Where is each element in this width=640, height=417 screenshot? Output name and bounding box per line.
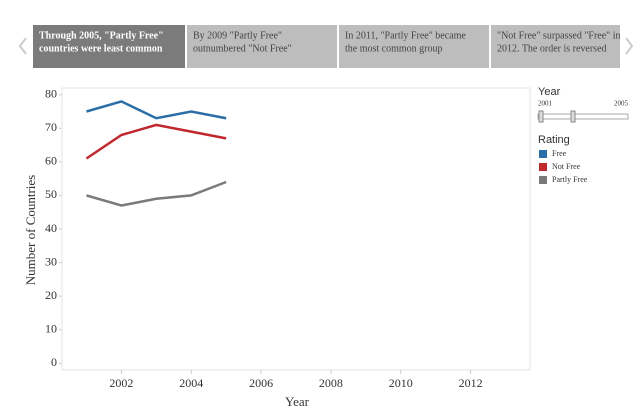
series-line — [86, 180, 227, 207]
story-tab[interactable] — [491, 25, 620, 68]
y-axis-title: Number of Countries — [23, 175, 38, 285]
y-tick-label: 60 — [45, 154, 57, 168]
y-tick-label: 70 — [45, 120, 57, 134]
story-tab[interactable] — [187, 25, 337, 68]
story-tab-text: countries were least common — [39, 43, 163, 54]
story-tab-text: By 2009 "Partly Free" — [193, 30, 282, 41]
series-line — [85, 123, 227, 160]
y-tick-label: 40 — [45, 221, 57, 235]
story-tab[interactable] — [33, 25, 185, 68]
legend-swatch — [539, 163, 547, 171]
tab-clip-cover — [620, 25, 624, 68]
filter-max: 2005 — [614, 100, 629, 108]
y-tick-label: 30 — [45, 254, 57, 268]
story-tab-text: outnumbered "Not Free" — [193, 43, 292, 54]
y-tick-label: 20 — [45, 288, 57, 302]
x-tick-label: 2006 — [249, 376, 273, 390]
series-line — [86, 100, 227, 120]
story-tab-text: 2012. The order is reversed — [497, 43, 607, 54]
x-tick-label: 2012 — [459, 376, 483, 390]
legend-label: Not Free — [552, 162, 581, 171]
filter-title: Year — [538, 86, 561, 98]
story-tab-text: the most common group — [345, 43, 443, 54]
legend-swatch — [539, 150, 547, 158]
legend-swatch — [539, 176, 547, 184]
x-axis-title: Year — [285, 394, 310, 409]
slider-track[interactable] — [537, 113, 629, 120]
legend-label: Partly Free — [552, 175, 588, 184]
filter-min: 2001 — [538, 100, 553, 108]
y-tick-label: 50 — [45, 187, 57, 201]
story-tab-text: In 2011, "Partly Free" became — [345, 30, 466, 41]
story-tab-text: Through 2005, "Partly Free" — [39, 30, 164, 41]
legend-title: Rating — [538, 134, 570, 146]
x-tick-label: 2004 — [179, 376, 203, 390]
story-tab-text: "Not Free" surpassed "Free" in — [497, 30, 621, 41]
prev-arrow[interactable] — [18, 37, 27, 55]
y-tick-label: 10 — [45, 321, 57, 335]
y-tick-label: 80 — [45, 86, 57, 100]
x-tick-label: 2008 — [319, 376, 343, 390]
story-tab[interactable] — [339, 25, 489, 68]
x-tick-label: 2002 — [109, 376, 133, 390]
legend-label: Free — [552, 149, 567, 158]
plot-frame — [61, 87, 531, 371]
x-tick-label: 2010 — [389, 376, 413, 390]
next-arrow[interactable] — [625, 37, 634, 55]
slider-handle[interactable] — [538, 110, 544, 123]
slider-handle[interactable] — [570, 110, 576, 123]
y-tick-label: 0 — [51, 355, 57, 369]
